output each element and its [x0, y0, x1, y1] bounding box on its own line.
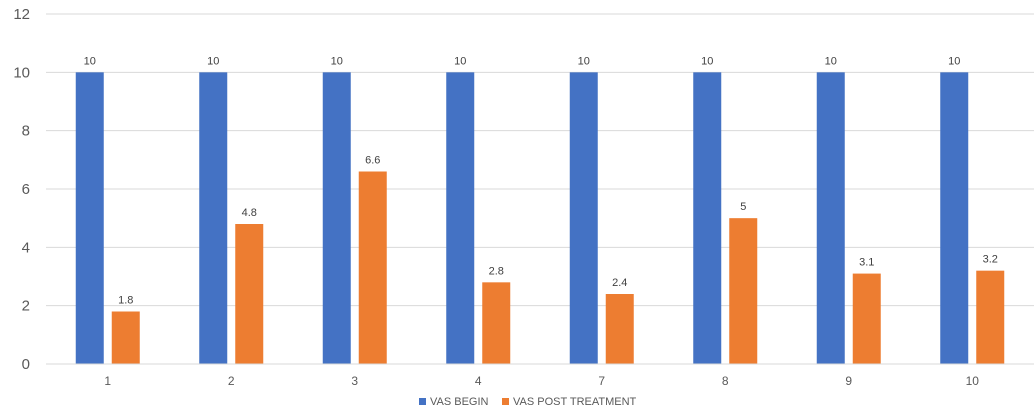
- x-tick-label: 10: [966, 374, 980, 388]
- data-label: 10: [825, 55, 837, 67]
- x-tick-label: 1: [104, 374, 111, 388]
- x-tick-label: 3: [351, 374, 358, 388]
- data-label: 10: [454, 55, 466, 67]
- y-axis: 0 2 4 6 8 10 12: [13, 6, 30, 373]
- bar-vas-post-treatment: [235, 224, 264, 364]
- bar-vas-post-treatment: [111, 311, 140, 364]
- data-label: 3.2: [983, 254, 998, 266]
- x-tick-label: 4: [475, 374, 482, 388]
- legend: VAS BEGIN VAS POST TREATMENT: [419, 396, 637, 408]
- bar-vas-begin: [693, 72, 722, 364]
- data-label: 1.8: [118, 295, 133, 307]
- bar-vas-begin: [446, 72, 475, 364]
- x-tick-label: 9: [845, 374, 852, 388]
- bar-vas-begin: [322, 72, 351, 364]
- data-label: 10: [578, 55, 590, 67]
- bar-vas-post-treatment: [482, 282, 511, 364]
- bar-vas-begin: [940, 72, 969, 364]
- x-tick-label: 2: [228, 374, 235, 388]
- x-tick-label: 8: [722, 374, 729, 388]
- legend-label-vas-begin: VAS BEGIN: [430, 396, 489, 408]
- legend-label-vas-post-treatment: VAS POST TREATMENT: [513, 396, 637, 408]
- x-axis: 1 2 3 4 7 8 9 10: [46, 363, 1034, 388]
- data-label: 6.6: [365, 155, 380, 167]
- data-label: 10: [948, 55, 960, 67]
- bar-vas-post-treatment: [729, 218, 758, 364]
- y-tick-label: 0: [22, 356, 30, 373]
- y-tick-label: 10: [13, 64, 30, 81]
- y-tick-label: 8: [22, 123, 30, 140]
- data-label: 10: [207, 55, 219, 67]
- data-label: 10: [331, 55, 343, 67]
- legend-swatch-vas-post-treatment: [502, 398, 509, 405]
- gridlines: [46, 13, 1034, 365]
- data-label: 4.8: [242, 207, 257, 219]
- data-label: 5: [740, 201, 746, 213]
- data-label: 10: [701, 55, 713, 67]
- y-tick-label: 12: [13, 6, 30, 23]
- data-label: 10: [84, 55, 96, 67]
- bar-vas-begin: [816, 72, 845, 364]
- y-tick-label: 2: [22, 298, 30, 315]
- bar-vas-post-treatment: [852, 273, 881, 364]
- bars: 10 1.8 10 4.8 10 6.6 10 2.8 10 2.4 10 5 10 3.1 10 3.2: [75, 55, 1005, 364]
- x-tick-label: 7: [598, 374, 605, 388]
- y-tick-label: 4: [22, 239, 30, 256]
- bar-vas-begin: [75, 72, 104, 364]
- data-label: 2.8: [489, 265, 504, 277]
- bar-vas-begin: [569, 72, 598, 364]
- data-label: 3.1: [859, 257, 874, 269]
- bar-vas-post-treatment: [976, 270, 1005, 364]
- bar-vas-post-treatment: [605, 294, 634, 364]
- legend-swatch-vas-begin: [419, 398, 426, 405]
- data-label: 2.4: [612, 277, 627, 289]
- y-tick-label: 6: [22, 181, 30, 198]
- bar-vas-begin: [199, 72, 228, 364]
- bar-vas-post-treatment: [358, 171, 387, 364]
